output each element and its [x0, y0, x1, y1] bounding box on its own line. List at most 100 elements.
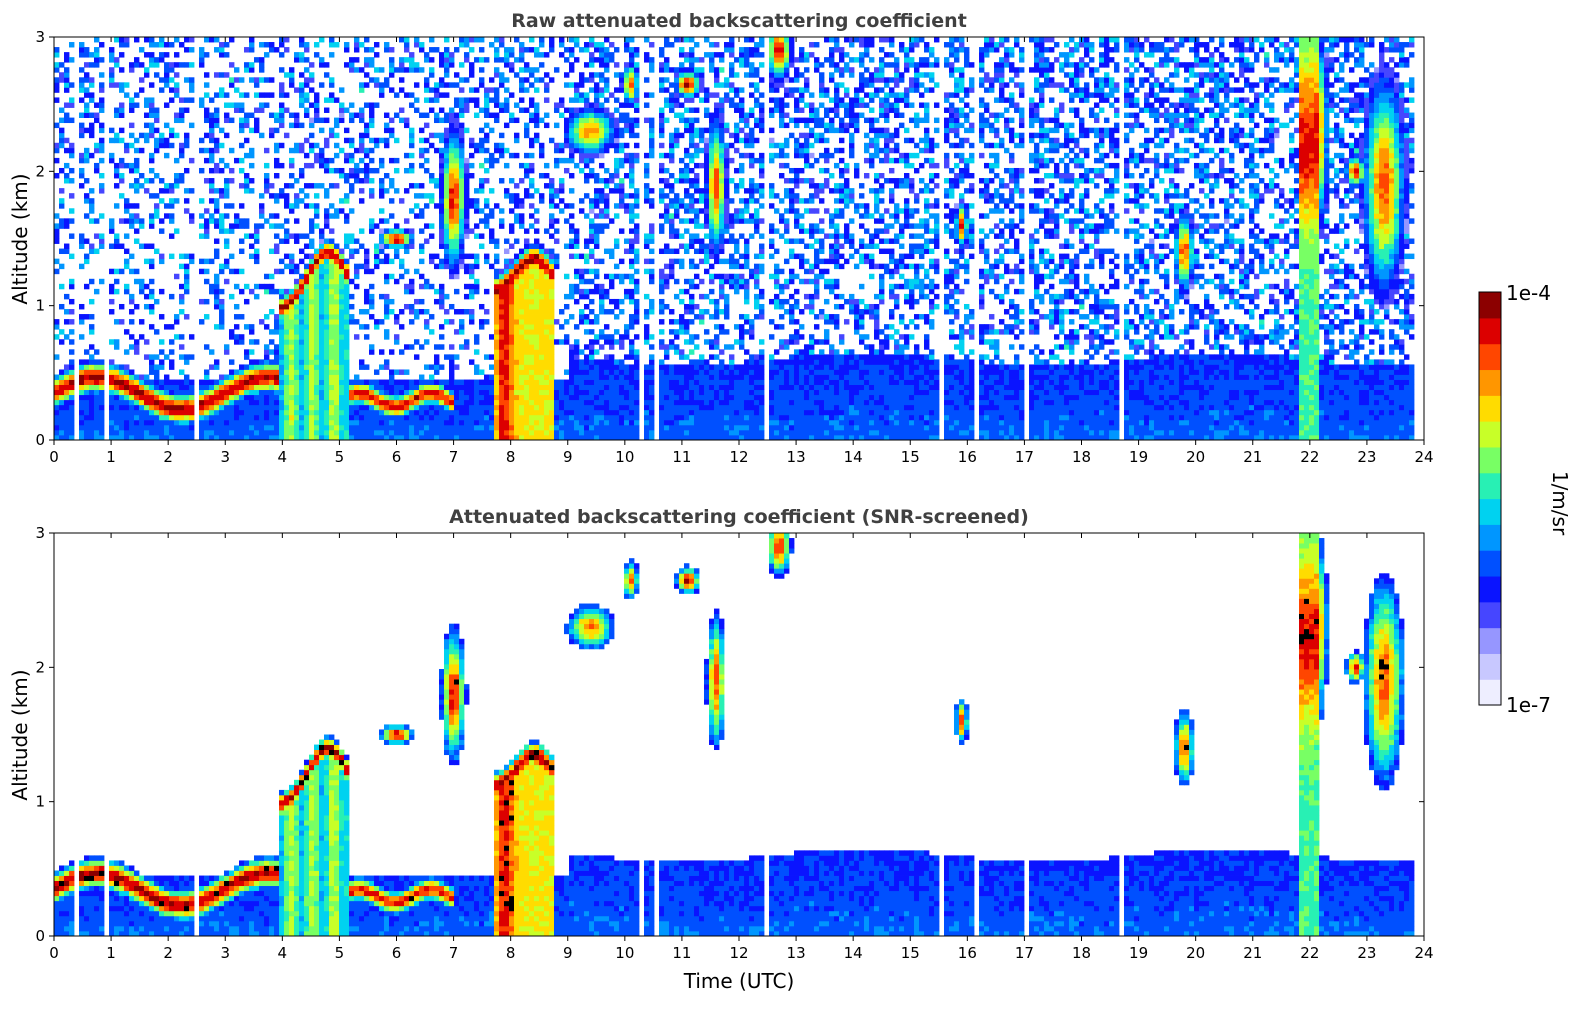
- heatmap-cell: [584, 344, 589, 349]
- heatmap-cell: [444, 163, 449, 168]
- heatmap-cell: [144, 67, 149, 72]
- heatmap-cell: [144, 37, 149, 42]
- heatmap-cell: [309, 274, 314, 279]
- heatmap-cell: [494, 269, 499, 274]
- heatmap-cell: [594, 223, 599, 228]
- heatmap-cell: [319, 319, 324, 324]
- heatmap-cell: [239, 380, 244, 385]
- heatmap-cell: [459, 324, 464, 329]
- heatmap-cell: [624, 420, 629, 425]
- heatmap-cell: [254, 82, 259, 87]
- heatmap-cell: [554, 264, 559, 269]
- heatmap-cell: [464, 37, 469, 42]
- heatmap-cell: [319, 415, 324, 420]
- heatmap-cell: [369, 138, 374, 143]
- heatmap-cell: [534, 364, 539, 369]
- heatmap-cell: [84, 198, 89, 203]
- heatmap-cell: [154, 329, 159, 334]
- heatmap-cell: [634, 198, 639, 203]
- heatmap-cell: [389, 274, 394, 279]
- heatmap-cell: [94, 364, 99, 369]
- heatmap-cell: [224, 390, 229, 395]
- heatmap-cell: [299, 284, 304, 289]
- heatmap-cell: [134, 400, 139, 405]
- heatmap-cell: [204, 400, 209, 405]
- heatmap-cell: [179, 390, 184, 395]
- heatmap-cell: [219, 72, 224, 77]
- heatmap-cell: [469, 400, 474, 405]
- heatmap-cell: [544, 249, 549, 254]
- heatmap-cell: [244, 385, 249, 390]
- heatmap-cell: [554, 319, 559, 324]
- heatmap-cell: [199, 269, 204, 274]
- heatmap-cell: [409, 92, 414, 97]
- heatmap-cell: [164, 203, 169, 208]
- heatmap-cell: [404, 218, 409, 223]
- heatmap-cell: [79, 82, 84, 87]
- heatmap-cell: [454, 410, 459, 415]
- heatmap-cell: [504, 47, 509, 52]
- heatmap-cell: [534, 354, 539, 359]
- heatmap-cell: [579, 198, 584, 203]
- heatmap-cell: [329, 319, 334, 324]
- heatmap-cell: [344, 354, 349, 359]
- heatmap-cell: [494, 304, 499, 309]
- heatmap-cell: [409, 168, 414, 173]
- heatmap-cell: [519, 82, 524, 87]
- heatmap-cell: [314, 364, 319, 369]
- heatmap-cell: [524, 314, 529, 319]
- heatmap-cell: [364, 133, 369, 138]
- heatmap-cell: [269, 410, 274, 415]
- heatmap-cell: [184, 188, 189, 193]
- heatmap-cell: [454, 425, 459, 430]
- heatmap-cell: [84, 420, 89, 425]
- heatmap-cell: [139, 420, 144, 425]
- heatmap-cell: [324, 304, 329, 309]
- heatmap-cell: [184, 359, 189, 364]
- heatmap-cell: [64, 67, 69, 72]
- heatmap-cell: [79, 52, 84, 57]
- heatmap-cell: [604, 108, 609, 113]
- heatmap-cell: [54, 228, 59, 233]
- heatmap-cell: [339, 168, 344, 173]
- heatmap-cell: [374, 369, 379, 374]
- heatmap-cell: [274, 148, 279, 153]
- heatmap-cell: [364, 62, 369, 67]
- heatmap-cell: [279, 364, 284, 369]
- heatmap-cell: [404, 395, 409, 400]
- heatmap-cell: [354, 239, 359, 244]
- heatmap-cell: [519, 213, 524, 218]
- heatmap-cell: [589, 390, 594, 395]
- heatmap-cell: [619, 369, 624, 374]
- heatmap-cell: [89, 52, 94, 57]
- heatmap-cell: [449, 168, 454, 173]
- heatmap-cell: [584, 405, 589, 410]
- heatmap-cell: [494, 385, 499, 390]
- heatmap-cell: [494, 395, 499, 400]
- heatmap-cell: [604, 289, 609, 294]
- heatmap-cell: [614, 369, 619, 374]
- heatmap-cell: [224, 375, 229, 380]
- heatmap-cell: [434, 354, 439, 359]
- heatmap-cell: [469, 37, 474, 42]
- heatmap-cell: [404, 430, 409, 435]
- heatmap-cell: [124, 415, 129, 420]
- heatmap-cell: [279, 390, 284, 395]
- heatmap-cell: [134, 405, 139, 410]
- heatmap-cell: [394, 415, 399, 420]
- heatmap-cell: [299, 97, 304, 102]
- heatmap-cell: [499, 72, 504, 77]
- heatmap-cell: [469, 385, 474, 390]
- heatmap-cell: [59, 385, 64, 390]
- heatmap-cell: [464, 254, 469, 259]
- heatmap-cell: [559, 158, 564, 163]
- heatmap-cell: [369, 158, 374, 163]
- heatmap-cell: [129, 168, 134, 173]
- heatmap-cell: [479, 77, 484, 82]
- heatmap-cell: [414, 37, 419, 42]
- heatmap-cell: [664, 118, 669, 123]
- heatmap-cell: [129, 420, 134, 425]
- heatmap-cell: [399, 405, 404, 410]
- heatmap-cell: [109, 52, 114, 57]
- heatmap-cell: [234, 324, 239, 329]
